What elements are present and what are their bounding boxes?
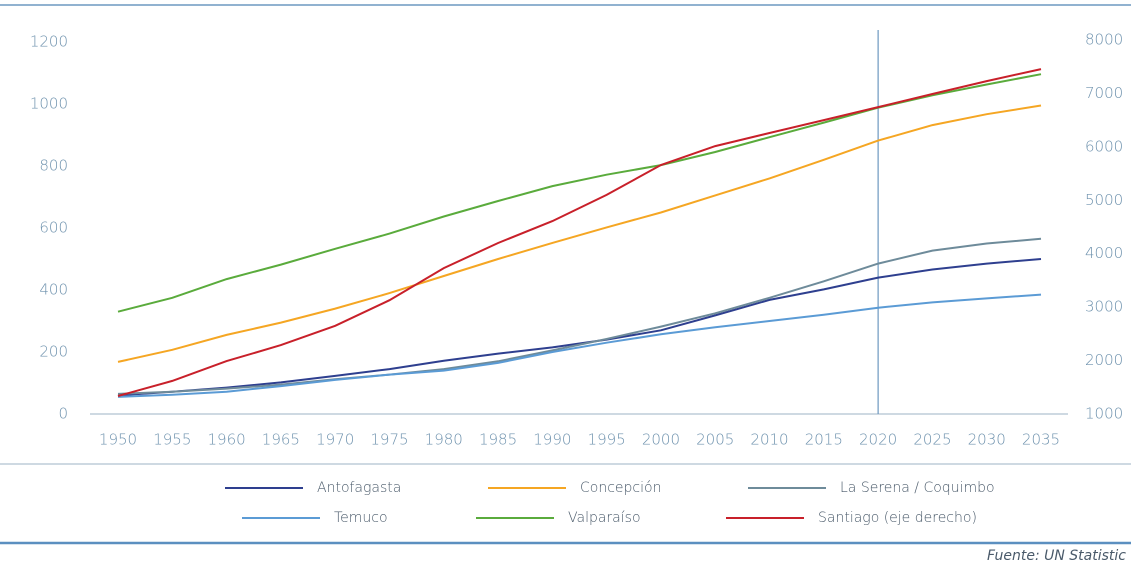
y-tick-label: 800 <box>39 157 68 175</box>
x-tick-label: 2015 <box>805 431 843 449</box>
x-tick-label: 1955 <box>153 431 191 449</box>
x-tick-label: 1960 <box>207 431 245 449</box>
y-tick-label: 0 <box>58 405 68 423</box>
source: Fuente: UN Statistic <box>987 548 1126 564</box>
y-tick-label: 1200 <box>30 33 68 51</box>
series-line <box>117 237 1042 395</box>
x-tick-label: 2000 <box>642 431 680 449</box>
legend-label: Temuco <box>334 510 388 526</box>
y2-tick-label: 7000 <box>1085 84 1123 102</box>
y2-tick-label: 1000 <box>1085 405 1123 423</box>
x-tick-label: 1975 <box>370 431 408 449</box>
x-tick-label: 1965 <box>262 431 300 449</box>
x-tick-label: 1995 <box>588 431 626 449</box>
x-tick-label: 1970 <box>316 431 354 449</box>
legend-label: Antofagasta <box>317 480 401 496</box>
y2-tick-label: 2000 <box>1085 351 1123 369</box>
y-tick-label: 200 <box>39 343 68 361</box>
series-line <box>117 104 1042 363</box>
x-tick-label: 1980 <box>425 431 463 449</box>
x-tick-label: 2030 <box>968 431 1006 449</box>
legend-label: Santiago (eje derecho) <box>818 510 977 526</box>
y2-tick-label: 8000 <box>1085 31 1123 49</box>
x-tick-label: 2010 <box>750 431 788 449</box>
y-tick-label: 600 <box>39 219 68 237</box>
y2-tick-label: 6000 <box>1085 137 1123 155</box>
x-tick-label: 1990 <box>533 431 571 449</box>
x-tick-label: 2025 <box>913 431 951 449</box>
x-tick-label: 2005 <box>696 431 734 449</box>
series-line <box>117 68 1042 397</box>
y-tick-label: 1000 <box>30 95 68 113</box>
y2-tick-label: 3000 <box>1085 298 1123 316</box>
legend-label: Valparaíso <box>568 510 641 526</box>
series-line <box>117 258 1042 397</box>
series-line <box>117 293 1042 398</box>
x-tick-label: 1950 <box>99 431 137 449</box>
y2-tick-label: 4000 <box>1085 244 1123 262</box>
legend-label: Concepción <box>580 480 661 496</box>
series-line <box>117 73 1042 313</box>
y2-tick-label: 5000 <box>1085 191 1123 209</box>
legend-label: La Serena / Coquimbo <box>840 480 995 496</box>
x-tick-label: 2020 <box>859 431 897 449</box>
x-tick-label: 1985 <box>479 431 517 449</box>
y-tick-label: 400 <box>39 281 68 299</box>
x-tick-label: 2035 <box>1022 431 1060 449</box>
